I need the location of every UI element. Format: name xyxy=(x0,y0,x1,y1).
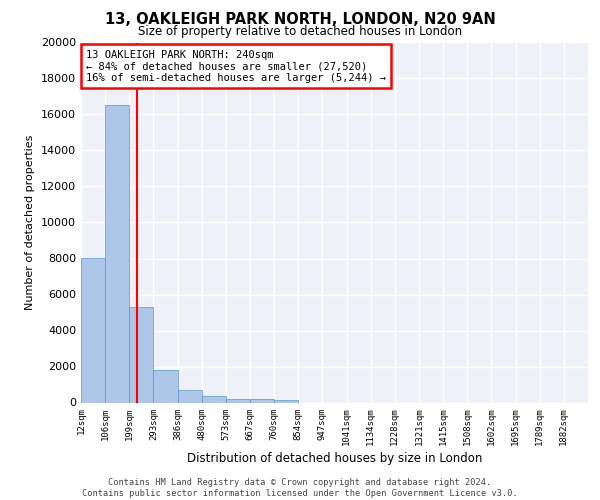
Bar xyxy=(105,106,129,403)
Bar xyxy=(178,390,202,402)
Bar xyxy=(226,399,250,402)
Text: Contains HM Land Registry data © Crown copyright and database right 2024.
Contai: Contains HM Land Registry data © Crown c… xyxy=(82,478,518,498)
Bar xyxy=(81,258,105,402)
Bar xyxy=(154,370,178,402)
Bar xyxy=(250,399,274,402)
Text: 13, OAKLEIGH PARK NORTH, LONDON, N20 9AN: 13, OAKLEIGH PARK NORTH, LONDON, N20 9AN xyxy=(104,12,496,28)
Y-axis label: Number of detached properties: Number of detached properties xyxy=(25,135,35,310)
Text: Size of property relative to detached houses in London: Size of property relative to detached ho… xyxy=(138,25,462,38)
Text: 13 OAKLEIGH PARK NORTH: 240sqm
← 84% of detached houses are smaller (27,520)
16%: 13 OAKLEIGH PARK NORTH: 240sqm ← 84% of … xyxy=(86,50,386,83)
Bar xyxy=(202,396,226,402)
Bar xyxy=(274,400,298,402)
X-axis label: Distribution of detached houses by size in London: Distribution of detached houses by size … xyxy=(187,452,482,465)
Bar xyxy=(129,307,154,402)
